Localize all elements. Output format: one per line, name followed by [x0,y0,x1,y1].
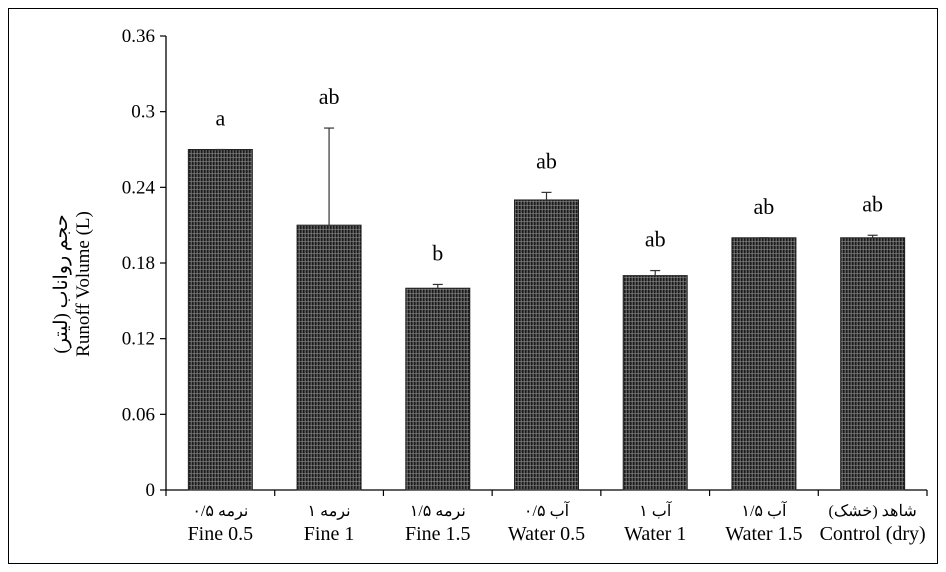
x-tick-label-persian: آب ۰/۵ [524,500,571,520]
x-axis-labels: نرمه ۰/۵ Fine 0.5 نرمه ۱ Fine 1 نرمه ۱/۵ Fine… [188,500,926,545]
x-tick-label-persian: آب ۱ [639,500,673,520]
x-tick-label-persian: نرمه ۰/۵ [192,503,248,520]
y-tick-label: 0.12 [122,329,155,350]
bar [296,224,362,491]
y-tick-label: 0 [146,480,156,501]
chart-frame: حجم رواناب (لیتر) Runoff Volume (L) 0 0.0… [8,8,938,564]
x-tick-label: Water 1 [624,523,686,545]
bar [840,237,906,491]
y-tick-label: 0.24 [122,177,156,198]
y-axis-label-persian: حجم رواناب (لیتر) [51,214,72,353]
bar [622,275,688,491]
x-tick-label-persian: شاهد (خشک) [829,503,917,520]
x-tick-label: Fine 0.5 [188,523,254,545]
y-axis-ticks: 0 0.06 0.12 0.18 0.24 0.3 0.36 [122,26,166,501]
bar-chart: حجم رواناب (لیتر) Runoff Volume (L) 0 0.0… [51,26,928,545]
significance-label: b [432,240,443,265]
significance-label: ab [645,227,666,252]
significance-label: ab [536,148,557,173]
y-tick-label: 0.18 [122,253,155,274]
x-tick-label: Water 0.5 [508,523,585,545]
y-axis-label-group: حجم رواناب (لیتر) Runoff Volume (L) [51,211,94,357]
bar [731,237,797,491]
bar [405,287,471,491]
significance-label: ab [319,84,340,109]
y-tick-label: 0.06 [122,404,155,425]
x-tick-label-persian: آب ۱/۵ [741,500,788,520]
y-axis-label: Runoff Volume (L) [73,211,94,357]
x-tick-label: Fine 1 [304,523,355,545]
bar [187,149,253,491]
x-tick-label-persian: نرمه ۱/۵ [410,503,466,520]
x-tick-label: Control (dry) [820,523,926,545]
y-tick-label: 0.3 [131,102,155,123]
bars: a ab b ab ab ab ab [187,84,906,491]
bar [514,199,579,491]
x-tick-label-persian: نرمه ۱ [308,503,351,520]
significance-label: ab [862,191,883,216]
x-tick-label: Fine 1.5 [405,523,471,545]
significance-label: ab [754,194,775,219]
significance-label: a [215,106,225,131]
x-tick-label: Water 1.5 [725,523,802,545]
y-tick-label: 0.36 [122,26,155,47]
